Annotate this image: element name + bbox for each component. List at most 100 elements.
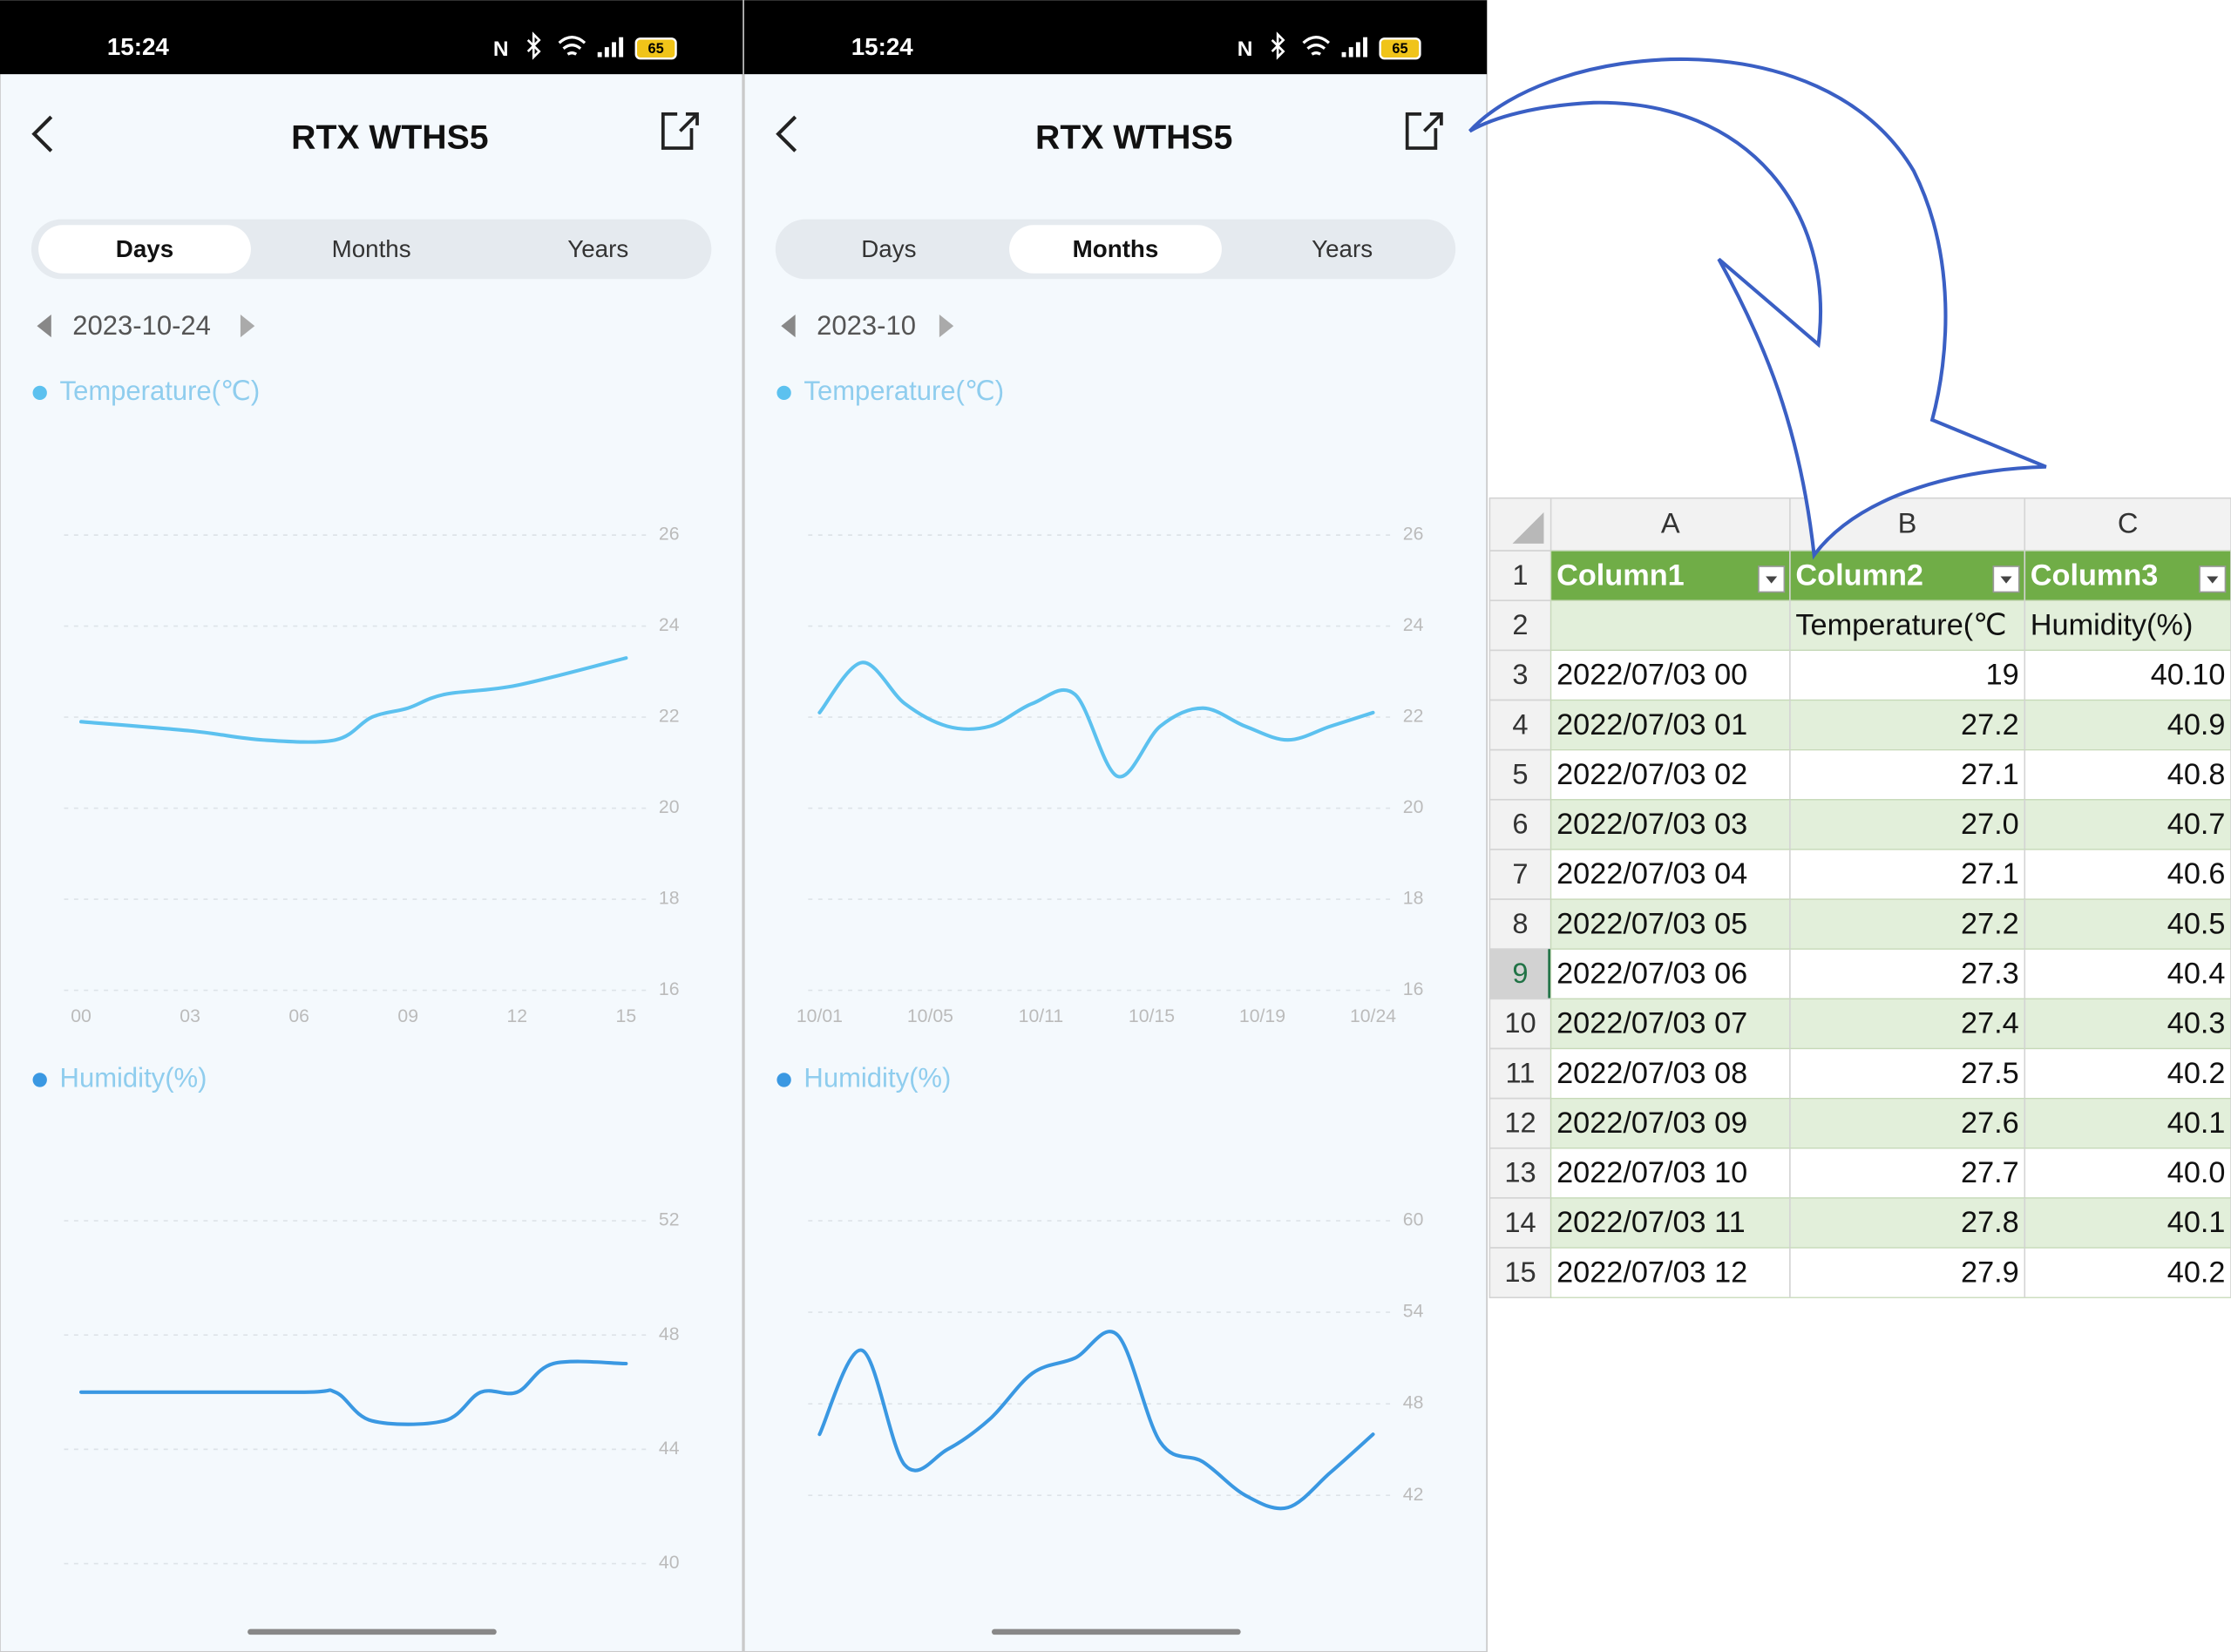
prev-date[interactable] — [781, 315, 796, 338]
x-tick-label: 09 — [397, 1006, 418, 1026]
cell[interactable]: 40.1 — [2167, 1107, 2226, 1140]
cell[interactable]: 27.5 — [1961, 1057, 2019, 1090]
back-button[interactable] — [776, 115, 797, 152]
cell[interactable]: Temperature(℃ — [1795, 608, 2006, 641]
cell[interactable]: 27.0 — [1961, 808, 2019, 841]
cell[interactable]: 40.0 — [2167, 1156, 2226, 1189]
y-tick-label: 26 — [659, 525, 680, 545]
signal-bar — [604, 47, 609, 58]
cell[interactable]: Humidity(%) — [2031, 608, 2194, 641]
cell[interactable]: 27.9 — [1961, 1256, 2019, 1289]
cell[interactable]: 2022/07/03 09 — [1556, 1107, 1747, 1140]
date: 2023-10 — [817, 310, 916, 341]
tab[interactable]: Months — [332, 235, 411, 262]
cell[interactable]: 19 — [1986, 659, 2019, 692]
row-number[interactable]: 7 — [1512, 857, 1528, 890]
y-tick-label: 22 — [659, 707, 680, 727]
cell[interactable]: 2022/07/03 03 — [1556, 808, 1747, 841]
share-button[interactable] — [661, 112, 699, 150]
x-tick-label: 10/01 — [797, 1006, 843, 1026]
row-number[interactable]: 8 — [1512, 907, 1528, 939]
cell[interactable]: 2022/07/03 02 — [1556, 758, 1747, 791]
y-tick-label: 54 — [1403, 1302, 1424, 1322]
cell[interactable]: 2022/07/03 05 — [1556, 907, 1747, 940]
row — [1549, 1247, 2231, 1298]
cell[interactable]: 40.7 — [2167, 808, 2226, 841]
cell[interactable]: 27.1 — [1961, 758, 2019, 791]
cell[interactable]: 2022/07/03 07 — [1556, 1007, 1747, 1040]
cell[interactable]: 40.3 — [2167, 1007, 2226, 1040]
column-name[interactable]: Column1 — [1556, 559, 1685, 592]
cell[interactable]: 2022/07/03 08 — [1556, 1057, 1747, 1090]
signal-bar — [1348, 47, 1353, 58]
row-number[interactable]: 2 — [1512, 608, 1528, 640]
next-date[interactable] — [240, 315, 255, 338]
row — [1549, 1098, 2231, 1149]
tab[interactable]: Days — [861, 235, 916, 262]
column-letter[interactable]: A — [1661, 506, 1680, 538]
prev-date[interactable] — [37, 315, 51, 338]
cell[interactable]: 27.8 — [1961, 1206, 2019, 1239]
cell[interactable]: 27.7 — [1961, 1156, 2019, 1189]
row-number-cell — [1488, 948, 1552, 1000]
status-bar — [0, 0, 743, 75]
cell[interactable]: 27.4 — [1961, 1007, 2019, 1040]
cell[interactable]: 27.6 — [1961, 1107, 2019, 1140]
filter-arrow — [2000, 576, 2012, 584]
cell[interactable]: 2022/07/03 00 — [1556, 659, 1747, 692]
row-number[interactable]: 11 — [1506, 1056, 1536, 1088]
column-letter[interactable]: B — [1898, 506, 1917, 538]
row-number[interactable]: 15 — [1504, 1256, 1536, 1288]
cell[interactable]: 2022/07/03 04 — [1556, 857, 1747, 890]
row-number[interactable]: 5 — [1512, 757, 1528, 789]
cell[interactable]: 2022/07/03 06 — [1556, 957, 1747, 990]
back-button[interactable] — [31, 115, 53, 152]
tab[interactable]: Days — [116, 235, 173, 262]
cell[interactable]: 40.10 — [2151, 659, 2226, 692]
arrow — [1468, 57, 2047, 560]
share-button[interactable] — [1405, 112, 1443, 150]
cell[interactable]: 2022/07/03 01 — [1556, 708, 1747, 741]
row-number[interactable]: 4 — [1512, 708, 1528, 740]
row-number[interactable]: 9 — [1512, 957, 1528, 989]
cell[interactable]: 27.2 — [1961, 907, 2019, 940]
tab[interactable]: Months — [1073, 235, 1159, 262]
row-number[interactable]: 3 — [1512, 658, 1528, 690]
cell[interactable]: 2022/07/03 11 — [1556, 1206, 1746, 1239]
cell[interactable]: 40.2 — [2167, 1057, 2226, 1090]
cell[interactable]: 40.6 — [2167, 857, 2226, 890]
cell[interactable]: 40.2 — [2167, 1256, 2226, 1289]
row-number[interactable]: 1 — [1512, 559, 1528, 591]
cell[interactable]: 27.2 — [1961, 708, 2019, 741]
y-tick-label: 42 — [1403, 1485, 1424, 1505]
cell[interactable]: 40.4 — [2167, 957, 2226, 990]
next-date[interactable] — [939, 315, 954, 338]
cell[interactable]: 40.5 — [2167, 907, 2226, 940]
cell[interactable]: 40.8 — [2167, 758, 2226, 791]
data-line — [79, 1359, 628, 1426]
column-name[interactable]: Column3 — [2031, 559, 2159, 592]
legend-label: Temperature(℃) — [60, 376, 261, 406]
home-indicator — [248, 1628, 497, 1635]
row-number[interactable]: 12 — [1504, 1106, 1536, 1138]
tab[interactable]: Years — [567, 235, 628, 262]
column-name[interactable]: Column2 — [1795, 559, 1923, 592]
row — [1549, 649, 2231, 701]
row-number[interactable]: 6 — [1512, 808, 1528, 840]
select-all[interactable] — [1512, 512, 1544, 544]
column-letter[interactable]: C — [2118, 506, 2139, 538]
cell[interactable]: 2022/07/03 10 — [1556, 1156, 1747, 1189]
row-number[interactable]: 14 — [1504, 1206, 1536, 1238]
cell[interactable]: 27.3 — [1961, 957, 2019, 990]
cell[interactable]: 27.1 — [1961, 857, 2019, 890]
cell[interactable]: 2022/07/03 12 — [1556, 1256, 1747, 1289]
wifi-icon — [558, 36, 587, 56]
signal-bar — [1355, 42, 1360, 58]
cell[interactable]: 40.1 — [2167, 1206, 2226, 1239]
row-number[interactable]: 13 — [1504, 1156, 1536, 1188]
cell[interactable]: 40.9 — [2167, 708, 2226, 741]
row — [1549, 699, 2231, 751]
tab[interactable]: Years — [1312, 235, 1373, 262]
row-number[interactable]: 10 — [1504, 1006, 1536, 1039]
